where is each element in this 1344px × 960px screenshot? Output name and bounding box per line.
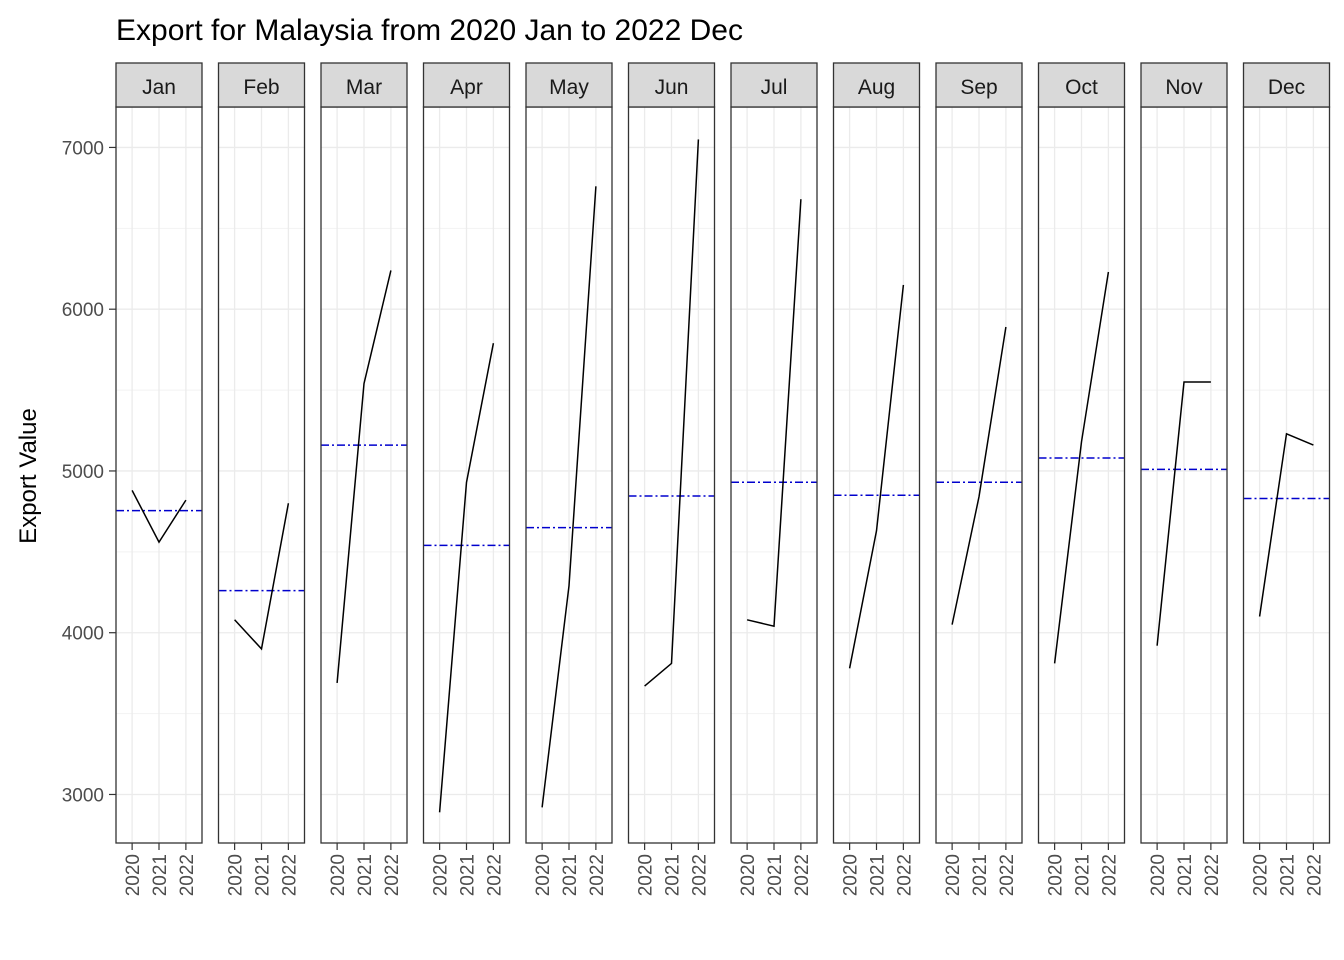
series-line	[131, 490, 187, 544]
x-tick-label: 2020	[1148, 854, 1169, 896]
strip	[1140, 62, 1228, 108]
series-line	[951, 326, 1007, 625]
facet-panel-aug: Aug 2020 2021 2022	[832, 62, 921, 896]
strip	[1242, 62, 1331, 108]
series-line	[541, 186, 597, 808]
x-tick-label: 2022	[894, 854, 915, 896]
series-line	[1258, 432, 1314, 617]
series-line	[1156, 381, 1211, 646]
facet-panel-jan: Jan 2020 2021 2022	[115, 62, 203, 896]
facet-panel-dec: Dec 2020 2021 2022	[1242, 62, 1331, 896]
strip	[627, 62, 716, 108]
y-tick-label: 5000	[62, 462, 104, 483]
x-tick-label: 2020	[1046, 854, 1067, 896]
strip	[320, 62, 408, 108]
facet-panel-may: May 2020 2021 2022	[525, 62, 613, 896]
facet-panel-jul: Jul 2020 2021 2022	[730, 62, 818, 896]
strip	[217, 62, 306, 108]
x-tick-label: 2021	[560, 854, 581, 896]
strip-label: Dec	[1268, 76, 1305, 99]
strip	[730, 62, 818, 108]
facet-panel-apr: Apr 2020 2021 2022	[422, 62, 511, 896]
strip-label: Nov	[1165, 76, 1203, 99]
x-tick-label: 2020	[1251, 854, 1272, 896]
x-tick-label: 2022	[997, 854, 1018, 896]
x-tick-label: 2021	[765, 854, 786, 896]
strip	[422, 62, 511, 108]
strip-label: May	[549, 76, 589, 99]
series-line	[234, 503, 290, 651]
series-line	[336, 270, 392, 683]
x-tick-label: 2021	[458, 854, 479, 896]
series-line	[1053, 271, 1110, 664]
strip-label: Jul	[761, 76, 788, 99]
x-tick-label: 2021	[150, 854, 171, 896]
x-tick-label: 2020	[533, 854, 554, 896]
series-line	[438, 343, 495, 813]
strip-label: Jan	[142, 76, 176, 99]
x-tick-label: 2022	[1304, 854, 1325, 896]
x-tick-label: 2021	[355, 854, 376, 896]
x-tick-label: 2022	[382, 854, 403, 896]
chart-title: Export for Malaysia from 2020 Jan to 202…	[116, 14, 743, 47]
x-tick-label: 2021	[1278, 854, 1299, 896]
facet-panel-mar: Mar 2020 2021 2022	[320, 62, 408, 896]
x-tick-label: 2020	[636, 854, 657, 896]
strip-label: Jun	[655, 76, 689, 99]
series-line	[746, 199, 802, 628]
facet-panel-feb: Feb 2020 2021 2022	[217, 62, 306, 896]
y-axis: 3000 4000 5000 6000 7000	[62, 138, 116, 806]
x-tick-label: 2022	[792, 854, 813, 896]
strip-label: Apr	[450, 76, 483, 99]
x-tick-label: 2021	[253, 854, 274, 896]
facet-panel-sep: Sep 2020 2021 2022	[935, 62, 1023, 896]
strip-label: Feb	[243, 76, 279, 99]
series-line	[848, 284, 905, 669]
facet-panel-jun: Jun 2020 2021 2022	[627, 62, 716, 896]
strip-label: Oct	[1065, 76, 1098, 99]
x-tick-label: 2022	[587, 854, 608, 896]
y-tick-label: 4000	[62, 624, 104, 645]
x-tick-label: 2021	[1073, 854, 1094, 896]
strip-label: Sep	[960, 76, 997, 99]
y-tick-label: 7000	[62, 138, 104, 159]
strip	[935, 62, 1023, 108]
x-tick-label: 2020	[226, 854, 247, 896]
x-tick-label: 2021	[868, 854, 889, 896]
strip	[832, 62, 921, 108]
x-tick-label: 2022	[1099, 854, 1120, 896]
x-tick-label: 2020	[943, 854, 964, 896]
x-tick-label: 2020	[841, 854, 862, 896]
strip	[525, 62, 613, 108]
x-tick-label: 2021	[1175, 854, 1196, 896]
facet-panel-oct: Oct 2020 2021 2022	[1037, 62, 1126, 896]
x-tick-label: 2022	[484, 854, 505, 896]
x-tick-label: 2022	[1202, 854, 1223, 896]
strip	[115, 62, 203, 108]
x-tick-label: 2020	[738, 854, 759, 896]
x-tick-label: 2020	[431, 854, 452, 896]
strip	[1037, 62, 1126, 108]
x-tick-label: 2021	[970, 854, 991, 896]
x-tick-label: 2021	[663, 854, 684, 896]
x-tick-label: 2020	[123, 854, 144, 896]
x-tick-label: 2022	[177, 854, 198, 896]
x-tick-label: 2020	[328, 854, 349, 896]
y-tick-label: 3000	[62, 785, 104, 806]
y-tick-label: 6000	[62, 300, 104, 321]
y-axis-title: Export Value	[15, 408, 42, 544]
facet-panel-nov: Nov 2020 2021 2022	[1140, 62, 1228, 896]
strip-label: Mar	[346, 76, 382, 99]
strip-label: Aug	[858, 76, 895, 99]
x-tick-label: 2022	[689, 854, 710, 896]
x-tick-label: 2022	[279, 854, 300, 896]
series-line	[644, 139, 700, 687]
